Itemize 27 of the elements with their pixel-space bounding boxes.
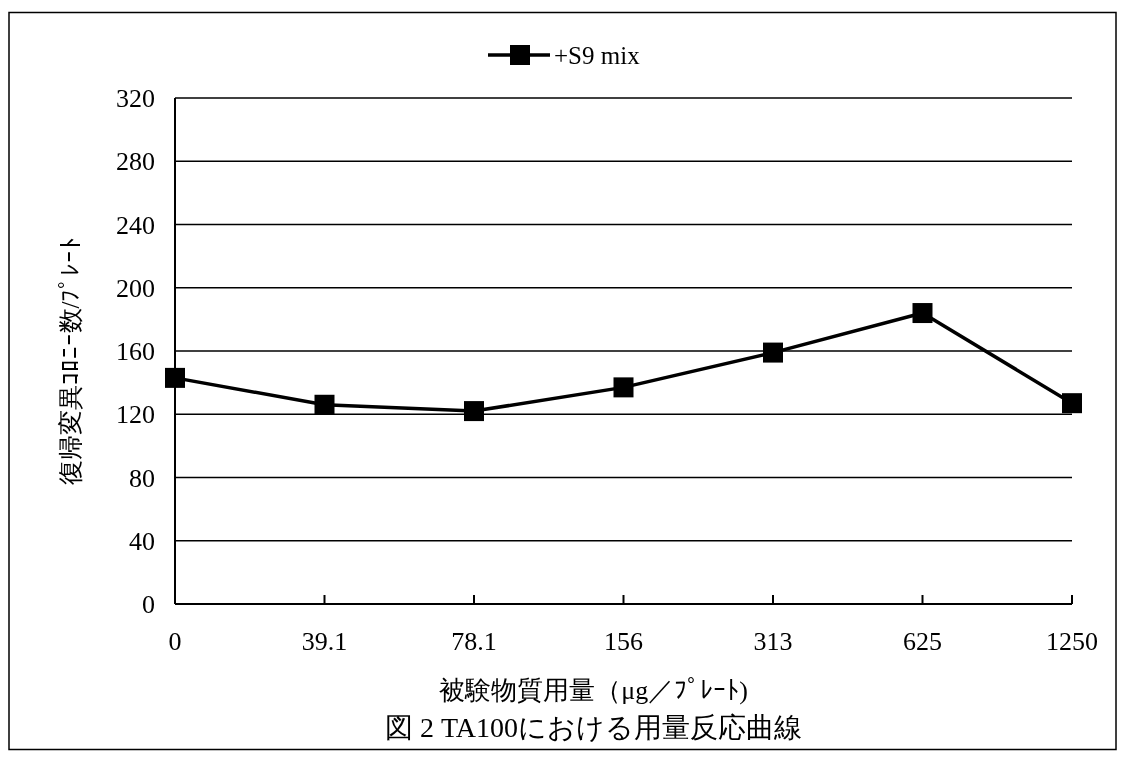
- y-tick-label: 0: [142, 590, 155, 620]
- y-tick-label: 280: [116, 147, 155, 177]
- point: [763, 342, 783, 363]
- y-tick-label: 160: [116, 337, 155, 367]
- x-tick-label: 1250: [1046, 627, 1098, 656]
- x-tick-label: 156: [604, 627, 643, 656]
- x-tick-label: 625: [903, 627, 942, 656]
- legend-label: +S9 mix: [554, 41, 641, 69]
- y-axis-title: 復帰変異ｺﾛﾆｰ数/ﾌﾟﾚｰﾄ: [56, 236, 84, 486]
- x-tick-label: 78.1: [451, 627, 497, 656]
- point: [912, 303, 933, 324]
- x-axis-title: 被験物質用量（μg／ﾌﾟﾚｰﾄ): [439, 676, 748, 705]
- point: [464, 401, 484, 422]
- x-tick-label: 39.1: [301, 627, 348, 656]
- x-tick-label: 313: [753, 627, 793, 656]
- point: [165, 367, 185, 388]
- point: [1062, 393, 1082, 414]
- y-tick-label: 200: [116, 273, 155, 303]
- y-tick-label: 40: [129, 526, 155, 556]
- y-tick-label: 240: [116, 210, 155, 240]
- y-tick-label: 120: [116, 400, 155, 430]
- x-tick-label: 0: [168, 627, 182, 656]
- y-tick-label: 320: [116, 84, 155, 114]
- text: 図 2 TA100における用量反応曲線: [384, 712, 803, 743]
- point: [613, 377, 634, 398]
- point: [314, 394, 335, 415]
- y-tick-label: 80: [129, 463, 155, 493]
